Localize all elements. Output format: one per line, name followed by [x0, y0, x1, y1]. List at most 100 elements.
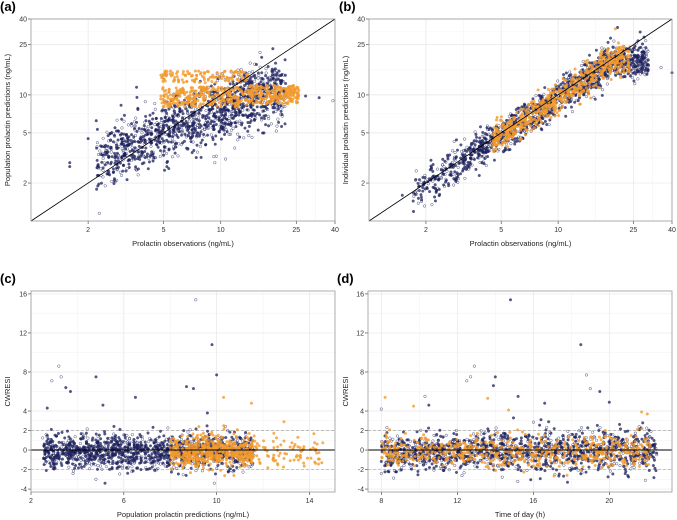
data-point-series1 [475, 139, 479, 143]
data-point-series2 [613, 66, 617, 71]
data-point-series1 [67, 444, 71, 448]
x-tick-label: 2 [29, 498, 33, 505]
data-point-series1 [548, 118, 552, 122]
data-point-series2 [239, 70, 243, 74]
data-point-series2 [273, 90, 277, 94]
data-point-series2 [592, 78, 596, 82]
data-point-series2 [249, 92, 253, 96]
data-point-series1 [543, 119, 547, 123]
data-point-series1 [99, 181, 104, 185]
data-point-series1 [191, 131, 195, 135]
data-point-series1 [240, 121, 244, 125]
data-point-series2 [195, 73, 199, 78]
data-point-series1 [437, 194, 441, 198]
data-point-series1 [226, 470, 230, 474]
y-tick-label: 40 [357, 17, 365, 24]
data-point-series1 [222, 128, 226, 132]
data-point-series1 [279, 73, 283, 77]
data-point-series2 [205, 85, 209, 89]
data-point-series1 [276, 117, 280, 121]
data-point-series1 [153, 450, 158, 454]
data-point-series1 [150, 121, 154, 125]
data-point-series2 [539, 120, 544, 124]
data-point-series1 [234, 121, 238, 125]
data-point-series2 [183, 105, 187, 109]
data-point-series1 [472, 139, 476, 143]
x-tick-label: 10 [217, 227, 225, 234]
data-point-series2 [608, 70, 612, 74]
data-point-series1 [218, 108, 222, 112]
data-point-series1 [531, 97, 535, 101]
data-point-series2 [513, 124, 517, 129]
data-point-series1 [250, 70, 254, 74]
data-point-series2 [619, 56, 623, 60]
data-point-series1 [73, 466, 77, 470]
y-tick-label: 8 [23, 369, 27, 376]
data-point-series1 [106, 160, 110, 165]
data-point-series1 [474, 132, 478, 137]
data-point-series1 [74, 464, 78, 468]
data-point-series1 [126, 446, 130, 450]
data-point-series1 [212, 155, 216, 159]
data-point-series1 [199, 108, 203, 112]
data-point-series2 [538, 117, 542, 121]
data-point-series1 [103, 481, 107, 485]
data-point-series1 [149, 144, 153, 148]
data-point-series2 [610, 60, 614, 64]
data-point-series1 [279, 81, 283, 85]
data-point-series1 [266, 124, 271, 128]
data-point-series1 [94, 432, 98, 436]
data-point-series2 [546, 87, 550, 91]
data-point-series1 [449, 162, 453, 166]
data-point-series1 [231, 82, 235, 86]
data-point-series1 [160, 137, 164, 141]
data-point-series1 [116, 165, 120, 169]
data-point-series2 [289, 93, 293, 97]
data-point-series1 [228, 132, 233, 136]
data-point-series1 [127, 142, 131, 146]
data-point-series1 [63, 436, 67, 440]
data-point-series2 [584, 86, 588, 90]
data-point-series1 [133, 155, 137, 159]
data-point-series1 [181, 121, 185, 125]
data-point-series1 [211, 437, 215, 441]
data-point-series1 [280, 124, 284, 129]
data-point-series2 [546, 93, 550, 98]
data-point-series1 [107, 155, 111, 159]
data-point-series1 [135, 95, 139, 99]
data-point-series1 [111, 167, 115, 171]
data-point-series1 [642, 56, 646, 60]
data-point-series1 [110, 440, 114, 444]
data-point-series1 [105, 153, 109, 157]
data-point-series1 [125, 178, 129, 182]
data-point-series1 [125, 140, 129, 144]
data-point-series1 [135, 85, 139, 89]
data-point-series2 [175, 89, 179, 93]
data-point-series1 [155, 121, 159, 125]
data-point-series2 [589, 96, 593, 100]
data-point-series1 [186, 128, 190, 132]
data-point-series2 [535, 110, 539, 114]
data-point-series2 [619, 63, 624, 67]
data-point-series1 [478, 125, 483, 129]
data-point-series1 [153, 455, 157, 459]
data-point-series1 [264, 123, 268, 127]
data-point-series1 [106, 134, 110, 138]
data-point-series1 [110, 467, 114, 471]
data-point-series1 [283, 58, 287, 62]
data-point-series2 [600, 58, 604, 62]
data-point-series1 [523, 103, 527, 107]
data-point-series1 [255, 105, 259, 109]
data-point-series2 [168, 69, 173, 73]
data-point-series1 [513, 140, 517, 144]
data-point-series1 [165, 443, 169, 447]
data-point-series2 [207, 90, 211, 94]
data-point-series2 [268, 93, 272, 97]
data-point-series2 [173, 75, 177, 79]
data-point-series1 [112, 181, 116, 186]
data-point-series2 [276, 87, 280, 91]
data-point-series2 [505, 137, 509, 141]
data-point-series1 [266, 65, 270, 69]
data-point-series1 [165, 138, 169, 142]
